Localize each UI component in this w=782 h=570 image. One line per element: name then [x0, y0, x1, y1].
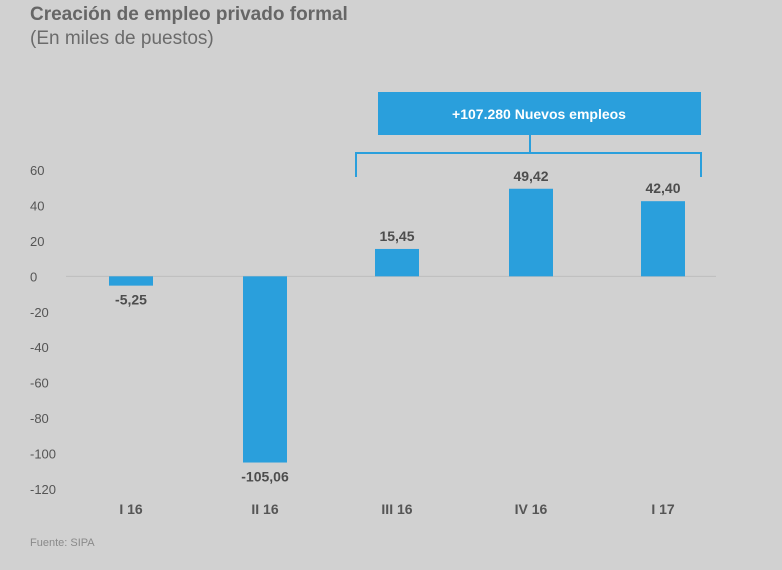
chart-title: Creación de empleo privado formal [30, 4, 348, 25]
source-note: Fuente: SIPA [30, 537, 95, 549]
chart-subtitle: (En miles de puestos) [30, 28, 214, 49]
y-tick-label: 40 [30, 198, 44, 213]
y-axis: 60 40 20 0 -20 -40 -60 -80 -100 -120 [30, 163, 56, 497]
data-label: 49,42 [513, 168, 548, 184]
x-tick-label: II 16 [251, 501, 278, 517]
y-tick-label: 20 [30, 234, 44, 249]
x-tick-label: IV 16 [515, 501, 548, 517]
annotation-text: +107.280 Nuevos empleos [452, 106, 626, 122]
y-tick-label: -20 [30, 305, 49, 320]
y-tick-label: 0 [30, 269, 37, 284]
bar [243, 276, 287, 463]
x-tick-label: I 16 [119, 501, 143, 517]
data-labels-group: -5,25 -105,06 15,45 49,42 42,40 [115, 168, 681, 485]
data-label: -105,06 [241, 469, 289, 485]
data-label: 15,45 [379, 228, 414, 244]
annotation-box [378, 92, 701, 135]
bar [641, 201, 685, 277]
annotation-bracket [355, 135, 702, 177]
bars-group [109, 188, 685, 463]
y-tick-label: -40 [30, 340, 49, 355]
x-tick-label: I 17 [651, 501, 675, 517]
bar [509, 188, 553, 277]
x-tick-label: III 16 [381, 501, 412, 517]
data-label: -5,25 [115, 292, 147, 308]
x-axis: I 16 II 16 III 16 IV 16 I 17 [119, 501, 675, 517]
y-tick-label: -80 [30, 411, 49, 426]
bar [375, 248, 419, 277]
y-tick-label: -60 [30, 376, 49, 391]
y-tick-label: -100 [30, 447, 56, 462]
annotation-callout: +107.280 Nuevos empleos [355, 92, 702, 177]
bar [109, 276, 153, 286]
data-label: 42,40 [645, 180, 680, 196]
y-tick-label: -120 [30, 482, 56, 497]
y-tick-label: 60 [30, 163, 44, 178]
